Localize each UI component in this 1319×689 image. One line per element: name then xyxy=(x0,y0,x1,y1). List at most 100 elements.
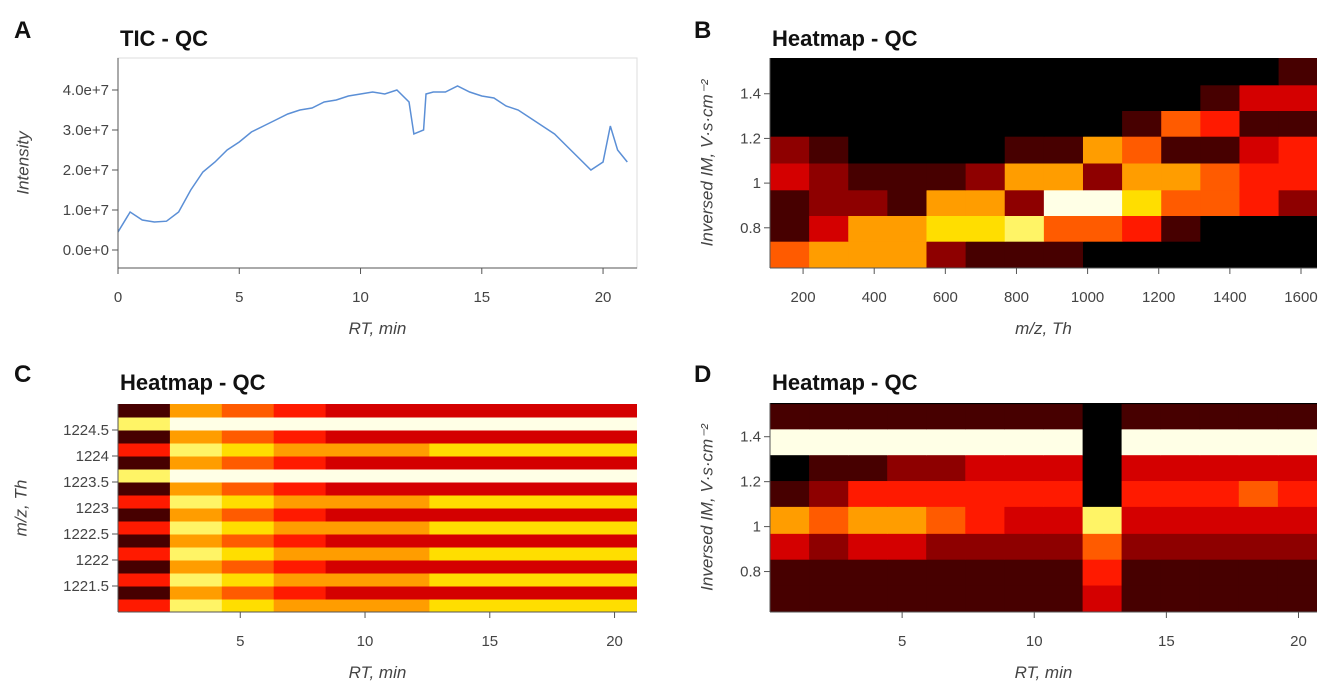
heatmap-cell xyxy=(1199,480,1240,507)
heatmap-cell xyxy=(221,495,275,509)
heatmap-cell xyxy=(1122,215,1162,242)
heatmap-cell xyxy=(429,573,482,587)
heatmap-cell xyxy=(169,508,223,522)
heatmap-cell xyxy=(848,110,888,137)
heatmap-cell xyxy=(377,495,430,509)
x-tick-label: 15 xyxy=(473,289,490,306)
heatmap-cell xyxy=(926,559,966,586)
heatmap-cell xyxy=(965,215,1006,242)
heatmap-cell xyxy=(1278,241,1317,268)
heatmap-cell xyxy=(848,215,888,242)
heatmap-cell xyxy=(926,585,966,612)
heatmap-cell xyxy=(770,559,810,586)
y-axis-label: m/z, Th xyxy=(11,480,30,537)
heatmap-cell xyxy=(429,534,482,548)
heatmap-cell xyxy=(809,585,849,612)
panel-label: C xyxy=(14,361,31,388)
heatmap-cell xyxy=(887,136,927,164)
heatmap-cell xyxy=(809,506,849,534)
heatmap-cell xyxy=(887,241,927,268)
x-axis-label: RT, min xyxy=(1015,663,1073,682)
panel-label: B xyxy=(694,17,711,44)
heatmap-cell xyxy=(1278,163,1317,191)
heatmap-cell xyxy=(1082,163,1123,191)
heatmap-cell xyxy=(1277,404,1317,430)
heatmap-cell xyxy=(965,428,1005,456)
heatmap-cell xyxy=(429,482,482,496)
heatmap-cell xyxy=(1122,58,1162,86)
heatmap-cell xyxy=(273,573,327,587)
heatmap-cell xyxy=(1004,110,1045,137)
heatmap-cell xyxy=(848,559,888,586)
heatmap-cell xyxy=(887,559,927,586)
y-tick-label: 0.0e+0 xyxy=(63,242,109,259)
heatmap-cell xyxy=(1160,506,1201,534)
heatmap-cell xyxy=(1161,189,1201,216)
heatmap-cell xyxy=(1004,189,1045,216)
heatmap-cell xyxy=(1043,110,1084,137)
y-tick-label: 1 xyxy=(753,175,761,192)
heatmap-cell xyxy=(1199,506,1240,534)
heatmap-cell xyxy=(1199,585,1240,612)
heatmap-cell xyxy=(1161,84,1201,111)
heatmap-cell xyxy=(585,456,637,470)
heatmap-cell xyxy=(377,573,430,587)
heatmap-cell xyxy=(1200,136,1240,164)
heatmap-cell xyxy=(533,586,586,600)
heatmap-cell xyxy=(429,560,482,574)
heatmap-cell xyxy=(887,163,927,191)
heatmap-cell xyxy=(1004,163,1045,191)
heatmap-cell xyxy=(1238,506,1279,534)
heatmap-cell xyxy=(1043,215,1084,242)
heatmap-cell xyxy=(1043,58,1084,86)
heatmap-cell xyxy=(377,430,430,444)
heatmap-cell xyxy=(429,599,482,612)
heatmap-cell xyxy=(1082,404,1123,430)
heatmap-cell xyxy=(429,495,482,509)
heatmap-cell xyxy=(1199,428,1240,456)
heatmap-cell xyxy=(848,585,888,612)
heatmap-cell xyxy=(848,84,888,111)
heatmap-cell xyxy=(533,573,586,587)
heatmap-cell xyxy=(377,547,430,561)
heatmap-cell xyxy=(770,585,810,612)
heatmap-cell xyxy=(118,547,171,561)
heatmap-cell xyxy=(377,560,430,574)
heatmap-cell xyxy=(965,84,1006,111)
heatmap-cell xyxy=(585,521,637,535)
heatmap-cell xyxy=(533,430,586,444)
heatmap-cell xyxy=(1121,506,1162,534)
heatmap-cell xyxy=(377,456,430,470)
heatmap-cell xyxy=(1199,404,1240,430)
heatmap-cell xyxy=(965,189,1006,216)
chart-title: Heatmap - QC xyxy=(772,370,918,395)
x-tick-label: 15 xyxy=(1158,633,1175,650)
heatmap-cell xyxy=(965,404,1005,430)
heatmap-cell xyxy=(377,521,430,535)
x-axis-label: RT, min xyxy=(349,319,407,338)
y-tick-label: 1.0e+7 xyxy=(63,202,109,219)
heatmap-cell xyxy=(221,417,275,431)
heatmap-cell xyxy=(1122,110,1162,137)
heatmap-cell xyxy=(118,521,171,535)
y-tick-label: 0.8 xyxy=(740,220,761,237)
heatmap-cell xyxy=(221,456,275,470)
heatmap-cell xyxy=(273,430,327,444)
x-tick-label: 0 xyxy=(114,289,122,306)
heatmap-cell xyxy=(325,560,378,574)
heatmap-cell xyxy=(325,430,378,444)
heatmap-cell xyxy=(1043,428,1084,456)
heatmap-cell xyxy=(926,506,966,534)
heatmap-cell xyxy=(221,430,275,444)
y-axis-label: Intensity xyxy=(13,130,32,195)
heatmap-cell xyxy=(533,482,586,496)
heatmap-cell xyxy=(1238,533,1279,560)
heatmap-cell xyxy=(1160,533,1201,560)
heatmap-cell xyxy=(169,495,223,509)
heatmap-cell xyxy=(1160,404,1201,430)
heatmap-cell xyxy=(965,533,1005,560)
heatmap-cell xyxy=(1161,241,1201,268)
heatmap-cell xyxy=(1121,585,1162,612)
heatmap-cell xyxy=(273,456,327,470)
